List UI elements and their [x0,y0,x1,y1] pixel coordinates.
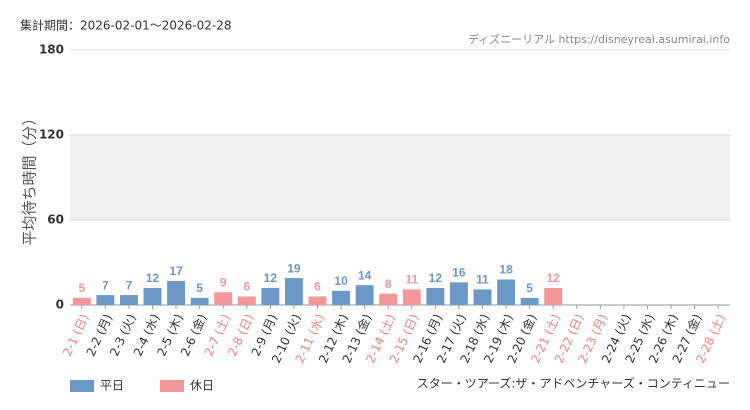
bar [520,297,539,305]
bar [190,297,209,305]
bar [497,279,516,305]
bar [449,282,468,305]
bar [473,289,492,305]
bar [332,290,351,305]
bar [284,278,303,305]
y-tick-label: 180 [39,43,64,57]
legend-swatch [160,380,184,392]
y-tick-label: 120 [39,128,64,142]
bar [426,288,445,305]
value-label: 11 [476,273,489,287]
value-label: 9 [220,275,227,289]
y-axis-label: 平均待ち時間（分） [21,110,39,245]
legend-label: 休日 [190,379,214,393]
value-label: 12 [146,271,160,285]
bar [96,295,115,305]
value-label: 17 [169,264,183,278]
y-tick-label: 0 [56,298,64,312]
chart-title: 集計期間：2026-02-01～2026-02-28 [20,18,231,33]
value-label: 7 [102,278,109,292]
value-label: 12 [264,271,278,285]
value-label: 10 [334,274,348,288]
bar [402,289,421,305]
bar [355,285,374,305]
bar [119,295,138,305]
value-label: 12 [547,271,561,285]
value-label: 5 [196,281,203,295]
bar [308,296,327,305]
bar [237,296,256,305]
value-label: 5 [78,281,85,295]
bar [72,297,91,305]
value-label: 7 [126,278,133,292]
bar [143,288,162,305]
value-label: 16 [452,266,466,280]
bar [261,288,280,305]
attraction-name: スター・ツアーズ:ザ・アドベンチャーズ・コンティニュー [417,376,730,391]
source: ディズニーリアル https://disneyreal.asumirai.inf… [468,32,730,46]
value-label: 5 [526,281,533,295]
plot-band [70,135,730,220]
value-label: 6 [243,280,250,294]
value-label: 19 [287,261,301,275]
bar [214,292,233,305]
value-label: 6 [314,280,321,294]
bar [379,293,398,305]
bar [167,280,186,305]
bar [544,288,563,305]
legend-label: 平日 [100,379,124,393]
value-label: 8 [385,277,392,291]
y-tick-label: 60 [47,213,64,227]
value-label: 18 [499,263,513,277]
legend-swatch [70,380,94,392]
value-label: 11 [405,273,418,287]
value-label: 14 [358,268,372,282]
value-label: 12 [429,271,443,285]
